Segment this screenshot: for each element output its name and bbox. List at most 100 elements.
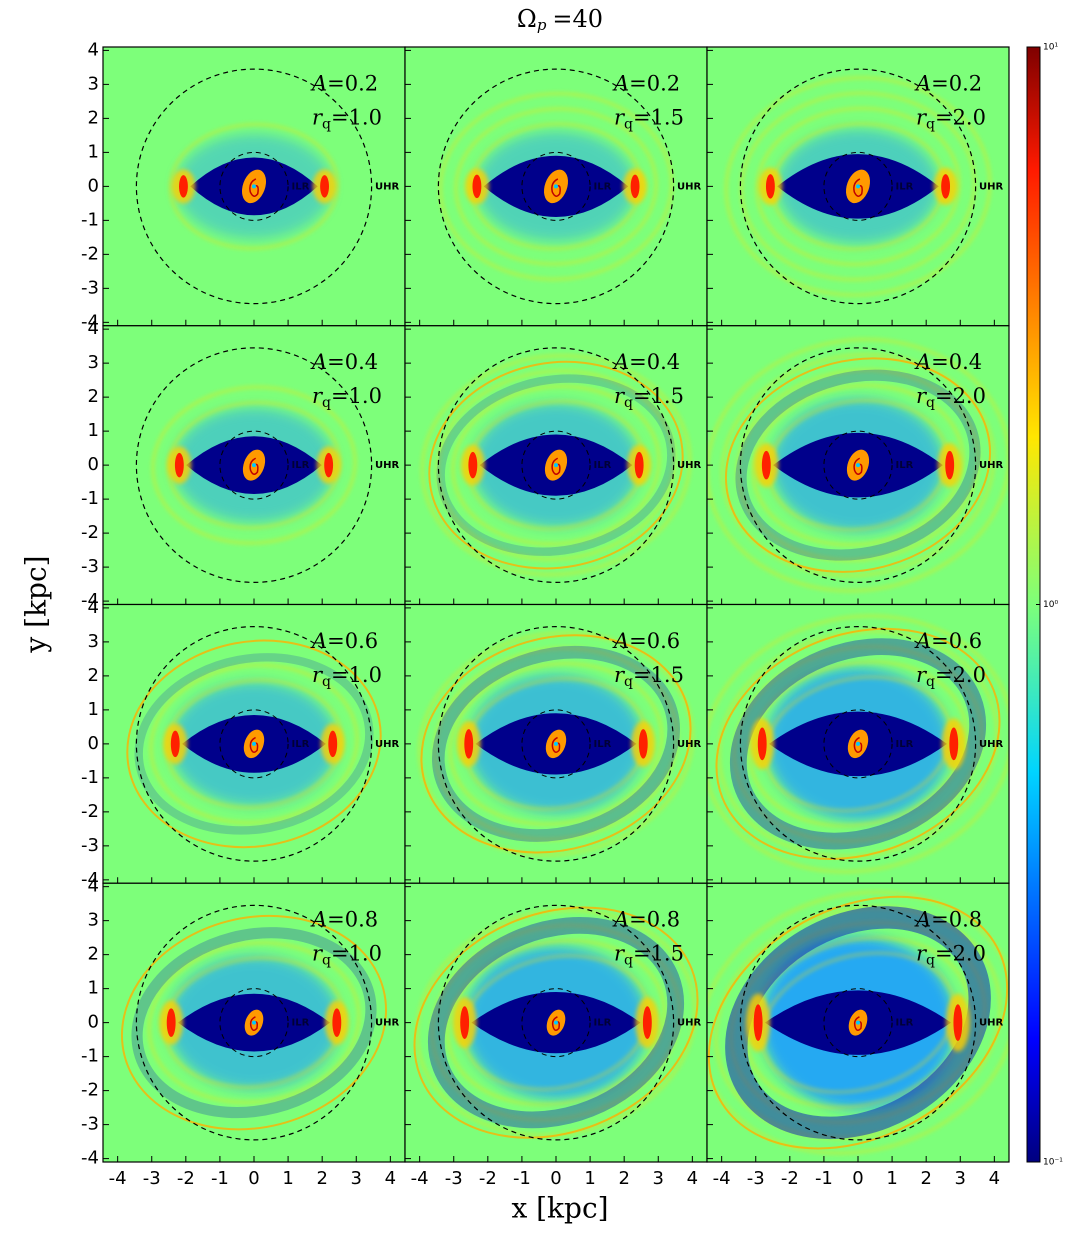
param-rq-subscript: q: [322, 395, 331, 411]
ilr-label: ILR: [593, 1018, 611, 1029]
y-tick-label: -3: [81, 835, 99, 856]
shock: [757, 727, 767, 761]
uhr-label: UHR: [979, 739, 1003, 750]
shock: [949, 727, 959, 761]
param-rq: rq=1.5: [614, 941, 684, 969]
param-a-symbol: A: [310, 628, 327, 652]
shock: [320, 175, 329, 198]
param-a-value: 0.4: [949, 350, 982, 374]
panel: UHR ILR: [707, 883, 1009, 1162]
panel: UHR ILR: [405, 47, 707, 326]
uhr-label: UHR: [677, 181, 701, 192]
param-a-equals: =: [327, 71, 345, 95]
x-tick-label: 3: [653, 1168, 664, 1189]
y-axis-label: y [kpc]: [20, 555, 53, 653]
ilr-label: ILR: [895, 181, 913, 192]
param-a-value: 0.8: [345, 907, 378, 931]
x-tick-label: 4: [385, 1168, 396, 1189]
param-a-equals: =: [327, 628, 345, 652]
uhr-label: UHR: [677, 460, 701, 471]
param-a-equals: =: [629, 350, 647, 374]
density-ring: [439, 92, 673, 281]
x-tick-label: 3: [351, 1168, 362, 1189]
x-tick-label: 1: [886, 1168, 897, 1189]
uhr-label: UHR: [375, 460, 399, 471]
resonance-circle: [823, 709, 893, 779]
resonance-circle: [219, 151, 289, 221]
param-a-value: 0.4: [345, 350, 378, 374]
uhr-label: UHR: [979, 181, 1003, 192]
density-ring: [169, 123, 339, 250]
x-tick-label: 0: [550, 1168, 561, 1189]
param-rq: rq=2.0: [916, 105, 986, 133]
param-a-equals: =: [931, 628, 949, 652]
param-rq-value: 2.0: [953, 105, 986, 129]
param-rq: rq=1.5: [614, 105, 684, 133]
uhr-label: UHR: [677, 1018, 701, 1029]
param-a-symbol: A: [914, 350, 931, 374]
param-rq-symbol: r: [614, 941, 626, 965]
param-rq-symbol: r: [614, 105, 626, 129]
param-a-symbol: A: [612, 350, 629, 374]
shock: [468, 451, 478, 479]
param-a-value: 0.8: [949, 907, 982, 931]
density-ring: [436, 369, 676, 561]
x-tick-label: -4: [411, 1168, 429, 1189]
y-tick-label: -1: [81, 488, 99, 509]
resonance-circle: [135, 904, 373, 1141]
y-tick-label: 1: [88, 978, 99, 999]
density-arm-edge: [707, 895, 1009, 1150]
uhr-label: UHR: [979, 1018, 1003, 1029]
panel: UHR ILR: [405, 325, 707, 605]
param-rq-subscript: q: [322, 953, 331, 969]
shock: [945, 450, 955, 480]
param-rq-equals: =: [331, 384, 349, 408]
density-ring: [760, 952, 956, 1094]
resonance-circle: [437, 68, 675, 305]
resonance-circle: [437, 625, 675, 862]
param-rq: rq=1.5: [614, 384, 684, 412]
param-rq-subscript: q: [624, 116, 633, 132]
param-rq-subscript: q: [926, 953, 935, 969]
x-tick-label: -2: [479, 1168, 497, 1189]
param-rq-symbol: r: [916, 662, 928, 686]
param-rq-symbol: r: [916, 941, 928, 965]
density-ring: [418, 631, 694, 856]
param-rq-subscript: q: [624, 953, 633, 969]
param-rq: rq=1.5: [614, 662, 684, 690]
nucleus-spiral: [249, 178, 259, 197]
density-ring: [736, 369, 980, 562]
param-a-equals: =: [327, 350, 345, 374]
colorbar-tick-label: 10⁻¹: [1043, 1158, 1063, 1168]
param-rq-symbol: r: [312, 662, 324, 686]
param-a-equals: =: [931, 350, 949, 374]
shock: [761, 450, 771, 480]
param-a: A=0.6: [914, 628, 982, 652]
title: Ωp =40: [517, 5, 603, 35]
param-a-value: 0.6: [345, 628, 378, 652]
nucleus-core: [554, 741, 558, 746]
resonance-circle: [739, 68, 977, 305]
param-a: A=0.8: [310, 907, 378, 931]
y-tick-label: 0: [88, 454, 99, 475]
title-subscript: p: [537, 16, 547, 34]
resonance-circle: [739, 625, 977, 862]
nucleus-spiral: [551, 457, 561, 475]
y-tick-label: 2: [88, 665, 99, 686]
param-rq-symbol: r: [916, 105, 928, 129]
param-rq: rq=1.0: [312, 941, 382, 969]
nucleus-core: [554, 184, 558, 189]
ilr-label: ILR: [291, 1018, 309, 1029]
colorbar-tick-label: 10⁰: [1043, 600, 1058, 610]
density-arm-edge: [724, 357, 992, 573]
nucleus-core: [856, 1020, 860, 1025]
param-rq-subscript: q: [624, 395, 633, 411]
param-a-equals: =: [629, 907, 647, 931]
param-rq-value: 1.0: [349, 384, 382, 408]
nucleus-core: [252, 184, 256, 189]
param-rq-value: 1.0: [349, 662, 382, 686]
param-a-symbol: A: [612, 628, 629, 652]
param-rq-symbol: r: [312, 941, 324, 965]
density-ring: [431, 924, 681, 1121]
x-tick-label: 1: [282, 1168, 293, 1189]
